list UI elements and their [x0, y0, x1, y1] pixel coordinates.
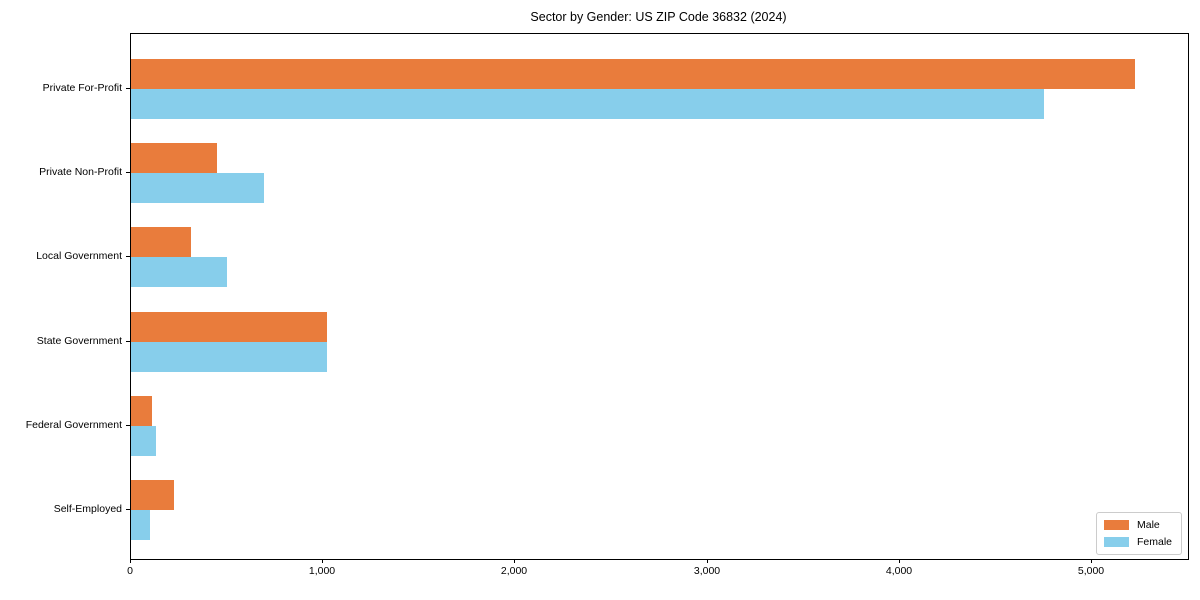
legend-item-female: Female: [1103, 536, 1172, 548]
y-tick-state-government: [126, 340, 130, 342]
x-axis-label-3000: 3,000: [693, 565, 721, 577]
legend-label-male: Male: [1136, 519, 1160, 531]
bar-female-federal-government: [131, 425, 156, 456]
x-tick-4000: [899, 559, 900, 563]
x-tick-5000: [1091, 559, 1092, 563]
x-axis-label-4000: 4,000: [885, 565, 913, 577]
x-tick-0: [130, 559, 131, 563]
x-tick-1000: [322, 559, 323, 563]
y-axis-label-state-government: State Government: [36, 334, 122, 347]
x-axis-label-1000: 1,000: [308, 565, 336, 577]
y-axis-label-self-employed: Self-Employed: [53, 503, 122, 515]
x-tick-3000: [707, 559, 708, 563]
plot-area: Male Female: [130, 33, 1189, 560]
bar-male-local-government: [131, 227, 191, 258]
bar-male-state-government: [131, 311, 327, 342]
legend: Male Female: [1095, 512, 1182, 555]
legend-swatch-male-icon: [1103, 520, 1129, 530]
legend-label-female: Female: [1136, 536, 1172, 548]
bar-female-private-non-profit: [131, 173, 264, 204]
y-tick-self-employed: [126, 509, 130, 510]
y-axis-label-federal-government: Federal Government: [25, 418, 122, 431]
legend-item-male: Male: [1103, 519, 1172, 531]
bar-female-self-employed: [131, 510, 150, 540]
y-axis-label-local-government: Local Government: [36, 250, 122, 263]
y-tick-federal-government: [126, 424, 130, 426]
x-tick-2000: [514, 559, 515, 563]
x-axis-label-0: 0: [127, 565, 133, 577]
bar-female-state-government: [131, 341, 327, 372]
x-axis-label-2000: 2,000: [500, 565, 528, 577]
y-tick-private-for-profit: [126, 88, 130, 89]
bar-female-private-for-profit: [131, 89, 1044, 119]
y-tick-private-non-profit: [126, 172, 130, 174]
chart-title: Sector by Gender: US ZIP Code 36832 (202…: [530, 10, 787, 24]
y-tick-local-government: [126, 256, 130, 258]
x-axis-label-5000: 5,000: [1077, 565, 1105, 577]
y-axis-label-private-non-profit: Private Non-Profit: [39, 166, 122, 179]
bar-male-private-non-profit: [131, 143, 217, 174]
y-axis-label-private-for-profit: Private For-Profit: [42, 82, 122, 94]
bar-male-private-for-profit: [131, 59, 1135, 89]
legend-swatch-female-icon: [1103, 537, 1129, 547]
bar-female-local-government: [131, 257, 227, 288]
bar-male-federal-government: [131, 395, 152, 426]
bar-male-self-employed: [131, 480, 174, 510]
